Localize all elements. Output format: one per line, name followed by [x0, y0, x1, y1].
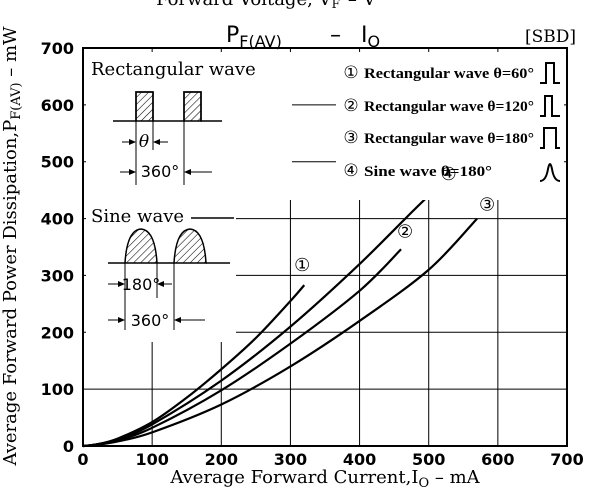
legend-marker-1: ① — [343, 63, 358, 83]
rect-pulse-2 — [183, 91, 202, 122]
plot-frame — [82, 47, 568, 447]
sine-period-label: 360° — [131, 311, 170, 330]
y-tick-label: 600 — [41, 96, 74, 115]
legend-marker-3: ③ — [343, 128, 358, 148]
inset-background-sine — [86, 200, 236, 342]
curve-marker-1: ① — [294, 255, 310, 276]
rectangular-wave-inset: Rectangular wave θ 360° — [91, 59, 256, 185]
legend-label-1: Rectangular wave θ=60° — [364, 66, 534, 82]
x-tick-label: 500 — [412, 450, 445, 469]
sine-hump-1 — [124, 228, 158, 264]
curve-marker-3: ③ — [479, 195, 495, 216]
legend-wave-icon-1 — [540, 62, 560, 84]
x-tick-label: 300 — [274, 450, 307, 469]
legend-label-3: Rectangular wave θ=180° — [364, 131, 534, 147]
y-tick-label: 500 — [41, 153, 74, 172]
sine-hump-2 — [173, 228, 207, 264]
series-line-4 — [82, 187, 443, 448]
x-tick-label: 0 — [77, 450, 88, 469]
legend-wave-icon-4 — [539, 163, 561, 182]
legend-label-4: Sine wave θ=180° — [364, 164, 492, 180]
inset-background-rect — [86, 52, 292, 200]
sbd-tag: [SBD] — [525, 27, 576, 47]
y-tick-label: 700 — [41, 39, 74, 58]
x-tick-label: 200 — [205, 450, 238, 469]
x-tick-label: 100 — [135, 450, 168, 469]
y-axis-ticks: 0 100 200 300 400 500 600 700 — [41, 39, 74, 456]
y-tick-label: 300 — [41, 266, 74, 285]
y-tick-label: 400 — [41, 210, 74, 229]
legend-label-2: Rectangular wave θ=120° — [364, 99, 534, 115]
legend-wave-icon-2 — [540, 95, 560, 117]
y-tick-label: 0 — [63, 437, 74, 456]
x-axis-label: Average Forward Current,IO – mA — [169, 467, 480, 491]
curve-marker-4: ④ — [440, 164, 456, 185]
top-title: Forward Voltage, VF–V — [156, 0, 377, 11]
sine-wave-inset: Sine wave 180° 360° — [91, 206, 234, 330]
rect-pulse-1 — [135, 91, 154, 122]
svg-text:–: – — [330, 23, 341, 48]
legend-marker-2: ② — [343, 96, 358, 116]
curve-markers: ① ② ③ ④ — [294, 164, 495, 276]
series-lines — [82, 187, 478, 448]
x-tick-label: 400 — [343, 450, 376, 469]
y-tick-label: 100 — [41, 380, 74, 399]
rect-period-label: 360° — [141, 162, 180, 181]
legend-wave-icon-3 — [540, 127, 560, 149]
sine-half-label: 180° — [122, 275, 161, 294]
chart-title: PF(AV) – IO — [226, 23, 380, 51]
svg-text:IO: IO — [361, 23, 380, 51]
theta-label: θ — [139, 132, 149, 152]
sine-wave-label: Sine wave — [91, 206, 184, 227]
rectangular-wave-label: Rectangular wave — [91, 59, 256, 80]
x-tick-label: 600 — [481, 450, 514, 469]
legend-background — [336, 52, 564, 200]
x-tick-label: 700 — [550, 450, 583, 469]
legend: ① Rectangular wave θ=60° ② Rectangular wave… — [343, 62, 561, 182]
legend-marker-4: ④ — [343, 161, 358, 181]
y-tick-label: 200 — [41, 323, 74, 342]
x-axis-ticks: 0 100 200 300 400 500 600 700 — [77, 450, 583, 469]
curve-marker-2: ② — [397, 221, 413, 242]
svg-text:PF(AV): PF(AV) — [226, 23, 282, 51]
y-axis-label: Average Forward Power Dissipation,PF(AV)… — [0, 26, 24, 467]
